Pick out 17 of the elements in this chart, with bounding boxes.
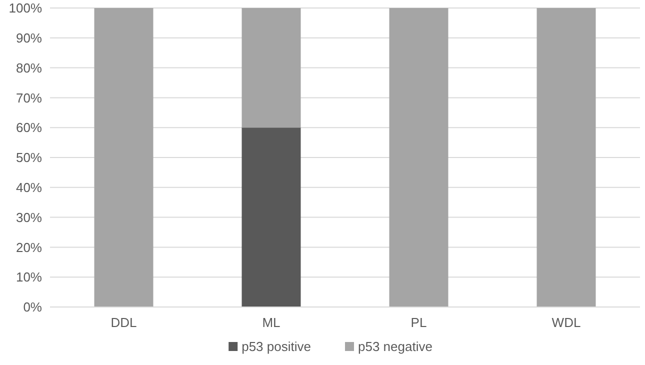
y-tick-label: 90% bbox=[16, 30, 42, 46]
x-tick-label: WDL bbox=[552, 315, 581, 330]
y-tick-label: 10% bbox=[16, 270, 42, 285]
y-tick-label: 0% bbox=[23, 300, 42, 315]
y-tick-label: 40% bbox=[16, 180, 42, 195]
x-tick-label: DDL bbox=[110, 315, 137, 330]
y-tick-label: 50% bbox=[16, 150, 42, 166]
y-tick-label: 70% bbox=[16, 90, 42, 106]
y-tick-label: 100% bbox=[8, 0, 42, 16]
y-tick-label: 60% bbox=[16, 120, 42, 136]
x-tick-label: PL bbox=[410, 315, 427, 330]
y-tick-label: 80% bbox=[16, 60, 42, 76]
legend-label: p53 positive bbox=[242, 339, 311, 354]
legend-label: p53 negative bbox=[358, 339, 432, 354]
x-tick-label: ML bbox=[262, 315, 280, 330]
y-tick-label: 30% bbox=[16, 210, 42, 225]
y-tick-label: 20% bbox=[16, 240, 42, 255]
